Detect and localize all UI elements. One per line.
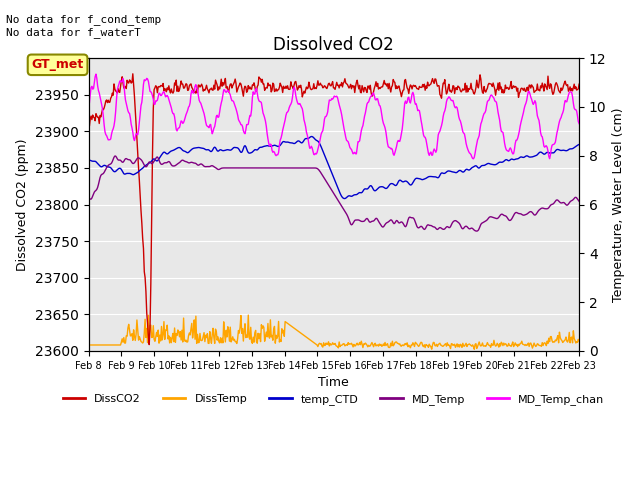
Legend: DissCO2, DissTemp, temp_CTD, MD_Temp, MD_Temp_chan: DissCO2, DissTemp, temp_CTD, MD_Temp, MD…: [59, 390, 609, 409]
Text: GT_met: GT_met: [31, 58, 84, 72]
Y-axis label: Dissolved CO2 (ppm): Dissolved CO2 (ppm): [17, 138, 29, 271]
X-axis label: Time: Time: [319, 376, 349, 389]
Text: No data for f_cond_temp
No data for f_waterT: No data for f_cond_temp No data for f_wa…: [6, 14, 162, 38]
Title: Dissolved CO2: Dissolved CO2: [273, 36, 394, 54]
Y-axis label: Temperature, Water Level (cm): Temperature, Water Level (cm): [612, 107, 625, 302]
